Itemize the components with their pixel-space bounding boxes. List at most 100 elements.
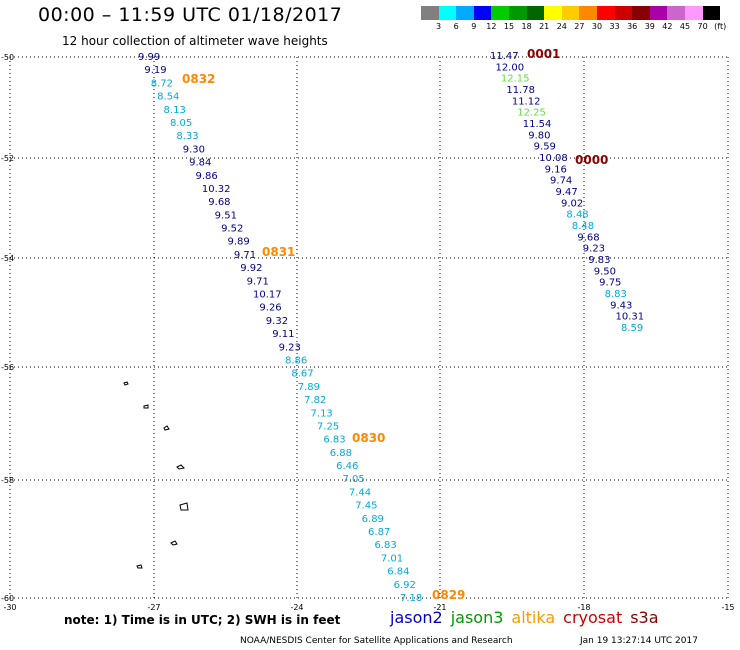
wave-height-value: 9.92 xyxy=(240,263,262,274)
wave-height-value: 8.13 xyxy=(164,105,186,116)
time-label: 0001 xyxy=(527,47,560,61)
wave-height-value: 8.05 xyxy=(170,118,192,129)
color-bar-label: 18 xyxy=(521,22,532,31)
wave-height-value: 9.68 xyxy=(577,232,599,243)
satellite-legend-item: jason3 xyxy=(450,608,504,627)
wave-height-value: 6.83 xyxy=(323,435,345,446)
wave-height-value: 12.25 xyxy=(517,108,546,119)
longitude-label: -27 xyxy=(147,603,160,612)
color-swatch xyxy=(438,6,457,20)
page-title: 00:00 – 11:59 UTC 01/18/2017 xyxy=(38,4,343,26)
color-swatch xyxy=(579,6,597,20)
wave-height-value: 9.84 xyxy=(189,158,211,169)
wave-height-value: 10.17 xyxy=(253,290,282,301)
track-east: 11.4712.0012.1511.7811.1212.2511.549.809… xyxy=(490,51,644,334)
wave-height-value: 7.45 xyxy=(355,501,377,512)
color-bar-label: 39 xyxy=(644,22,655,31)
wave-height-value: 8.48 xyxy=(566,210,588,221)
wave-height-value: 9.68 xyxy=(208,197,230,208)
wave-height-value: 7.89 xyxy=(298,382,320,393)
color-bar-label: 36 xyxy=(627,22,638,31)
color-swatch xyxy=(684,6,703,20)
time-label: 0829 xyxy=(432,588,465,602)
wave-height-value: 8.83 xyxy=(605,289,627,300)
wave-height-value: 9.51 xyxy=(215,210,237,221)
track-west: 9.99 9.19 8.72 8.54 8.13 8.05 8.33 9.30 9.84 9.86… xyxy=(138,52,422,604)
wave-height-value: 9.75 xyxy=(599,278,621,289)
wave-height-value: 6.84 xyxy=(387,567,409,578)
wave-height-value: 9.89 xyxy=(227,237,249,248)
wave-height-value: 6.87 xyxy=(368,527,390,538)
color-bar-label: 45 xyxy=(679,22,691,31)
wave-height-value: 10.32 xyxy=(202,184,231,195)
wave-height-value: 7.13 xyxy=(311,408,333,419)
wave-height-value: 11.78 xyxy=(506,85,535,96)
color-bar-label: 12 xyxy=(486,22,497,31)
wave-height-value: 9.86 xyxy=(196,171,218,182)
color-bar-label: 9 xyxy=(471,22,477,31)
page-subtitle: 12 hour collection of altimeter wave hei… xyxy=(62,34,328,48)
color-swatch xyxy=(491,6,509,20)
wave-height-value: 9.23 xyxy=(583,244,605,255)
wave-height-value: 9.32 xyxy=(266,316,288,327)
wave-height-value: 7.82 xyxy=(304,395,326,406)
wave-height-value: 8.86 xyxy=(285,355,307,366)
color-swatch xyxy=(526,6,545,20)
latitude-label: -52 xyxy=(1,154,14,163)
color-bar-label: 24 xyxy=(556,22,567,31)
color-bar-label: 33 xyxy=(609,22,620,31)
wave-height-value: 7.44 xyxy=(349,487,371,498)
latitude-label: -60 xyxy=(1,594,14,603)
color-swatch xyxy=(702,6,721,20)
wave-height-value: 6.92 xyxy=(394,580,416,591)
wave-height-value: 9.59 xyxy=(534,142,556,153)
wave-height-value: 10.31 xyxy=(616,312,645,323)
longitude-label: -15 xyxy=(721,603,734,612)
wave-height-value: 12.15 xyxy=(501,74,530,85)
wave-height-value: 9.74 xyxy=(550,176,572,187)
satellite-legend-item: cryosat xyxy=(563,608,623,627)
color-swatch xyxy=(667,6,685,20)
wave-height-value: 7.18 xyxy=(400,593,422,604)
credit-text: NOAA/NESDIS Center for Satellite Applica… xyxy=(240,636,513,646)
wave-height-value: 8.48 xyxy=(572,221,594,232)
footer-note: note: 1) Time is in UTC; 2) SWH is in fe… xyxy=(64,613,341,627)
color-swatch xyxy=(421,6,439,20)
wave-height-value: 9.71 xyxy=(247,276,269,287)
island-outline xyxy=(123,381,129,386)
wave-height-value: 9.11 xyxy=(272,329,294,340)
wave-height-value: 7.25 xyxy=(317,421,339,432)
wave-height-value: 11.54 xyxy=(523,119,552,130)
color-bar-label: 21 xyxy=(539,22,550,31)
color-bar-label: 15 xyxy=(503,22,515,31)
latitude-label: -56 xyxy=(1,363,14,372)
satellite-legend: jason2 jason3 altika cryosat s3a xyxy=(390,608,667,627)
wave-height-value: 9.23 xyxy=(279,342,301,353)
color-swatch xyxy=(508,6,527,20)
wave-height-value: 8.59 xyxy=(621,323,643,334)
wave-height-value: 9.43 xyxy=(610,300,632,311)
wave-height-value: 9.83 xyxy=(588,255,610,266)
longitude-label: -18 xyxy=(577,603,590,612)
wave-height-value: 9.02 xyxy=(561,198,583,209)
color-swatch xyxy=(544,6,562,20)
wave-height-value: 9.47 xyxy=(556,187,578,198)
time-label: 0831 xyxy=(262,245,295,259)
wave-height-value: 9.80 xyxy=(528,130,550,141)
longitude-label: -24 xyxy=(290,603,303,612)
wave-height-value: 6.89 xyxy=(362,514,384,525)
wave-height-value: 9.19 xyxy=(144,65,166,76)
time-label: 0832 xyxy=(182,72,215,86)
island-outline xyxy=(170,540,178,546)
wave-height-value: 9.52 xyxy=(221,224,243,235)
color-swatch xyxy=(649,6,668,20)
island-outlines xyxy=(123,381,189,569)
wave-height-value: 9.71 xyxy=(234,250,256,261)
wave-height-value: 8.72 xyxy=(151,78,173,89)
wave-height-value: 9.26 xyxy=(259,303,281,314)
satellite-legend-item: s3a xyxy=(630,608,659,627)
wave-height-value: 6.88 xyxy=(330,448,352,459)
wave-height-value: 9.99 xyxy=(138,52,160,63)
island-outline xyxy=(143,404,149,409)
color-bar-label: 30 xyxy=(591,22,603,31)
